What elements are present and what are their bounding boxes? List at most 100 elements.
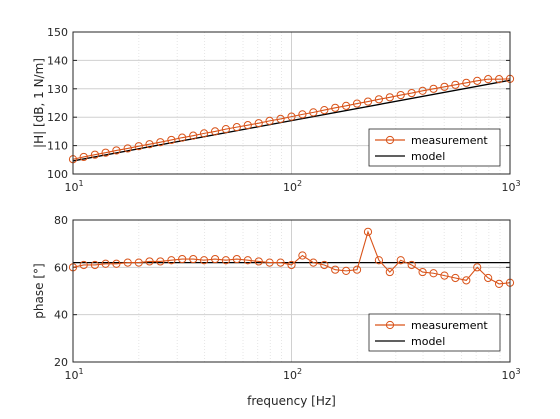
legend: measurement model xyxy=(368,128,501,167)
data-point xyxy=(320,106,329,115)
data-point xyxy=(232,123,241,132)
data-point xyxy=(287,112,296,121)
data-point xyxy=(254,119,263,128)
data-point xyxy=(199,129,209,138)
data-point xyxy=(90,260,100,270)
data-point xyxy=(440,271,449,280)
legend-marker xyxy=(385,320,395,330)
data-point xyxy=(494,75,504,84)
axes-box xyxy=(72,31,511,175)
data-point xyxy=(156,138,165,147)
data-point xyxy=(243,121,252,130)
data-point xyxy=(210,127,220,136)
data-point xyxy=(473,76,482,85)
y-axis-label: |H| [dB, 1 N/m] xyxy=(32,58,46,148)
legend-label: measurement xyxy=(411,134,488,147)
data-point xyxy=(320,260,329,270)
data-point xyxy=(494,279,504,288)
data-point xyxy=(101,259,110,268)
data-point xyxy=(473,263,482,272)
data-point xyxy=(134,258,143,267)
data-point xyxy=(287,260,296,270)
y-tick-label: 20 xyxy=(54,356,68,369)
chart-1: 101 102 103 100 110 120 130 140 150 |H| [dB, 1 N/… xyxy=(32,26,521,194)
data-point xyxy=(407,260,416,270)
axes-box xyxy=(72,219,511,363)
data-point xyxy=(145,140,154,149)
data-point xyxy=(298,110,307,119)
data-point xyxy=(352,265,362,274)
data-point xyxy=(178,254,187,264)
data-point xyxy=(451,273,460,283)
data-point xyxy=(407,88,416,98)
x-tick-label: 103 xyxy=(501,179,520,194)
legend-label: measurement xyxy=(411,319,488,332)
data-point xyxy=(210,254,220,264)
data-point xyxy=(90,150,100,159)
data-point xyxy=(440,82,449,91)
data-point xyxy=(265,116,274,125)
data-point xyxy=(396,90,405,100)
data-point xyxy=(385,267,394,277)
legend-label: model xyxy=(411,335,445,348)
y-tick-label: 60 xyxy=(54,261,68,274)
data-point xyxy=(167,135,176,145)
data-point xyxy=(342,266,351,275)
data-point xyxy=(484,75,493,84)
data-point xyxy=(331,103,340,112)
x-tick-label: 101 xyxy=(64,179,83,194)
legend-box xyxy=(368,313,501,352)
data-point xyxy=(352,99,362,108)
data-point xyxy=(101,148,110,157)
y-tick-label: 140 xyxy=(47,54,68,67)
data-point xyxy=(79,260,88,270)
data-point xyxy=(265,258,274,267)
data-point xyxy=(112,259,121,268)
data-point xyxy=(309,108,318,117)
data-point xyxy=(156,257,165,266)
legend-label: model xyxy=(411,150,445,163)
data-point xyxy=(462,276,471,285)
y-tick-label: 40 xyxy=(54,309,68,322)
chart-2: 101 102 103 20 40 60 80 phase [°] frequency [Hz]… xyxy=(32,214,521,408)
legend: measurement model xyxy=(368,313,501,352)
y-tick-label: 150 xyxy=(47,26,68,39)
data-point xyxy=(145,257,154,266)
y-tick-label: 100 xyxy=(47,168,68,181)
data-point xyxy=(429,84,438,93)
y-tick-label: 120 xyxy=(47,111,68,124)
data-point xyxy=(418,267,427,277)
x-tick-label: 102 xyxy=(283,179,302,194)
data-point xyxy=(232,254,241,264)
y-tick-label: 130 xyxy=(47,83,68,96)
data-point xyxy=(396,256,405,265)
data-point xyxy=(385,93,394,102)
data-point xyxy=(451,80,460,89)
x-tick-label: 102 xyxy=(283,367,302,382)
data-point xyxy=(276,114,285,124)
x-tick-label: 103 xyxy=(501,367,520,382)
data-point xyxy=(134,142,143,151)
data-point xyxy=(462,78,471,87)
data-point xyxy=(309,258,318,267)
data-point xyxy=(123,258,132,267)
y-axis-label: phase [°] xyxy=(32,263,46,318)
data-point xyxy=(123,144,132,153)
data-point xyxy=(199,256,209,265)
data-point xyxy=(484,273,493,283)
data-point xyxy=(189,131,198,140)
data-point xyxy=(243,256,252,265)
data-point xyxy=(79,152,88,162)
data-point xyxy=(298,251,307,260)
data-point xyxy=(254,257,263,266)
x-tick-label: 101 xyxy=(64,367,83,382)
data-point xyxy=(342,101,351,110)
data-point xyxy=(189,254,198,264)
y-tick-label: 80 xyxy=(54,214,68,227)
data-point xyxy=(221,256,231,265)
data-point xyxy=(363,227,373,236)
data-point xyxy=(363,97,373,106)
data-point xyxy=(221,125,231,134)
data-point xyxy=(178,133,187,142)
